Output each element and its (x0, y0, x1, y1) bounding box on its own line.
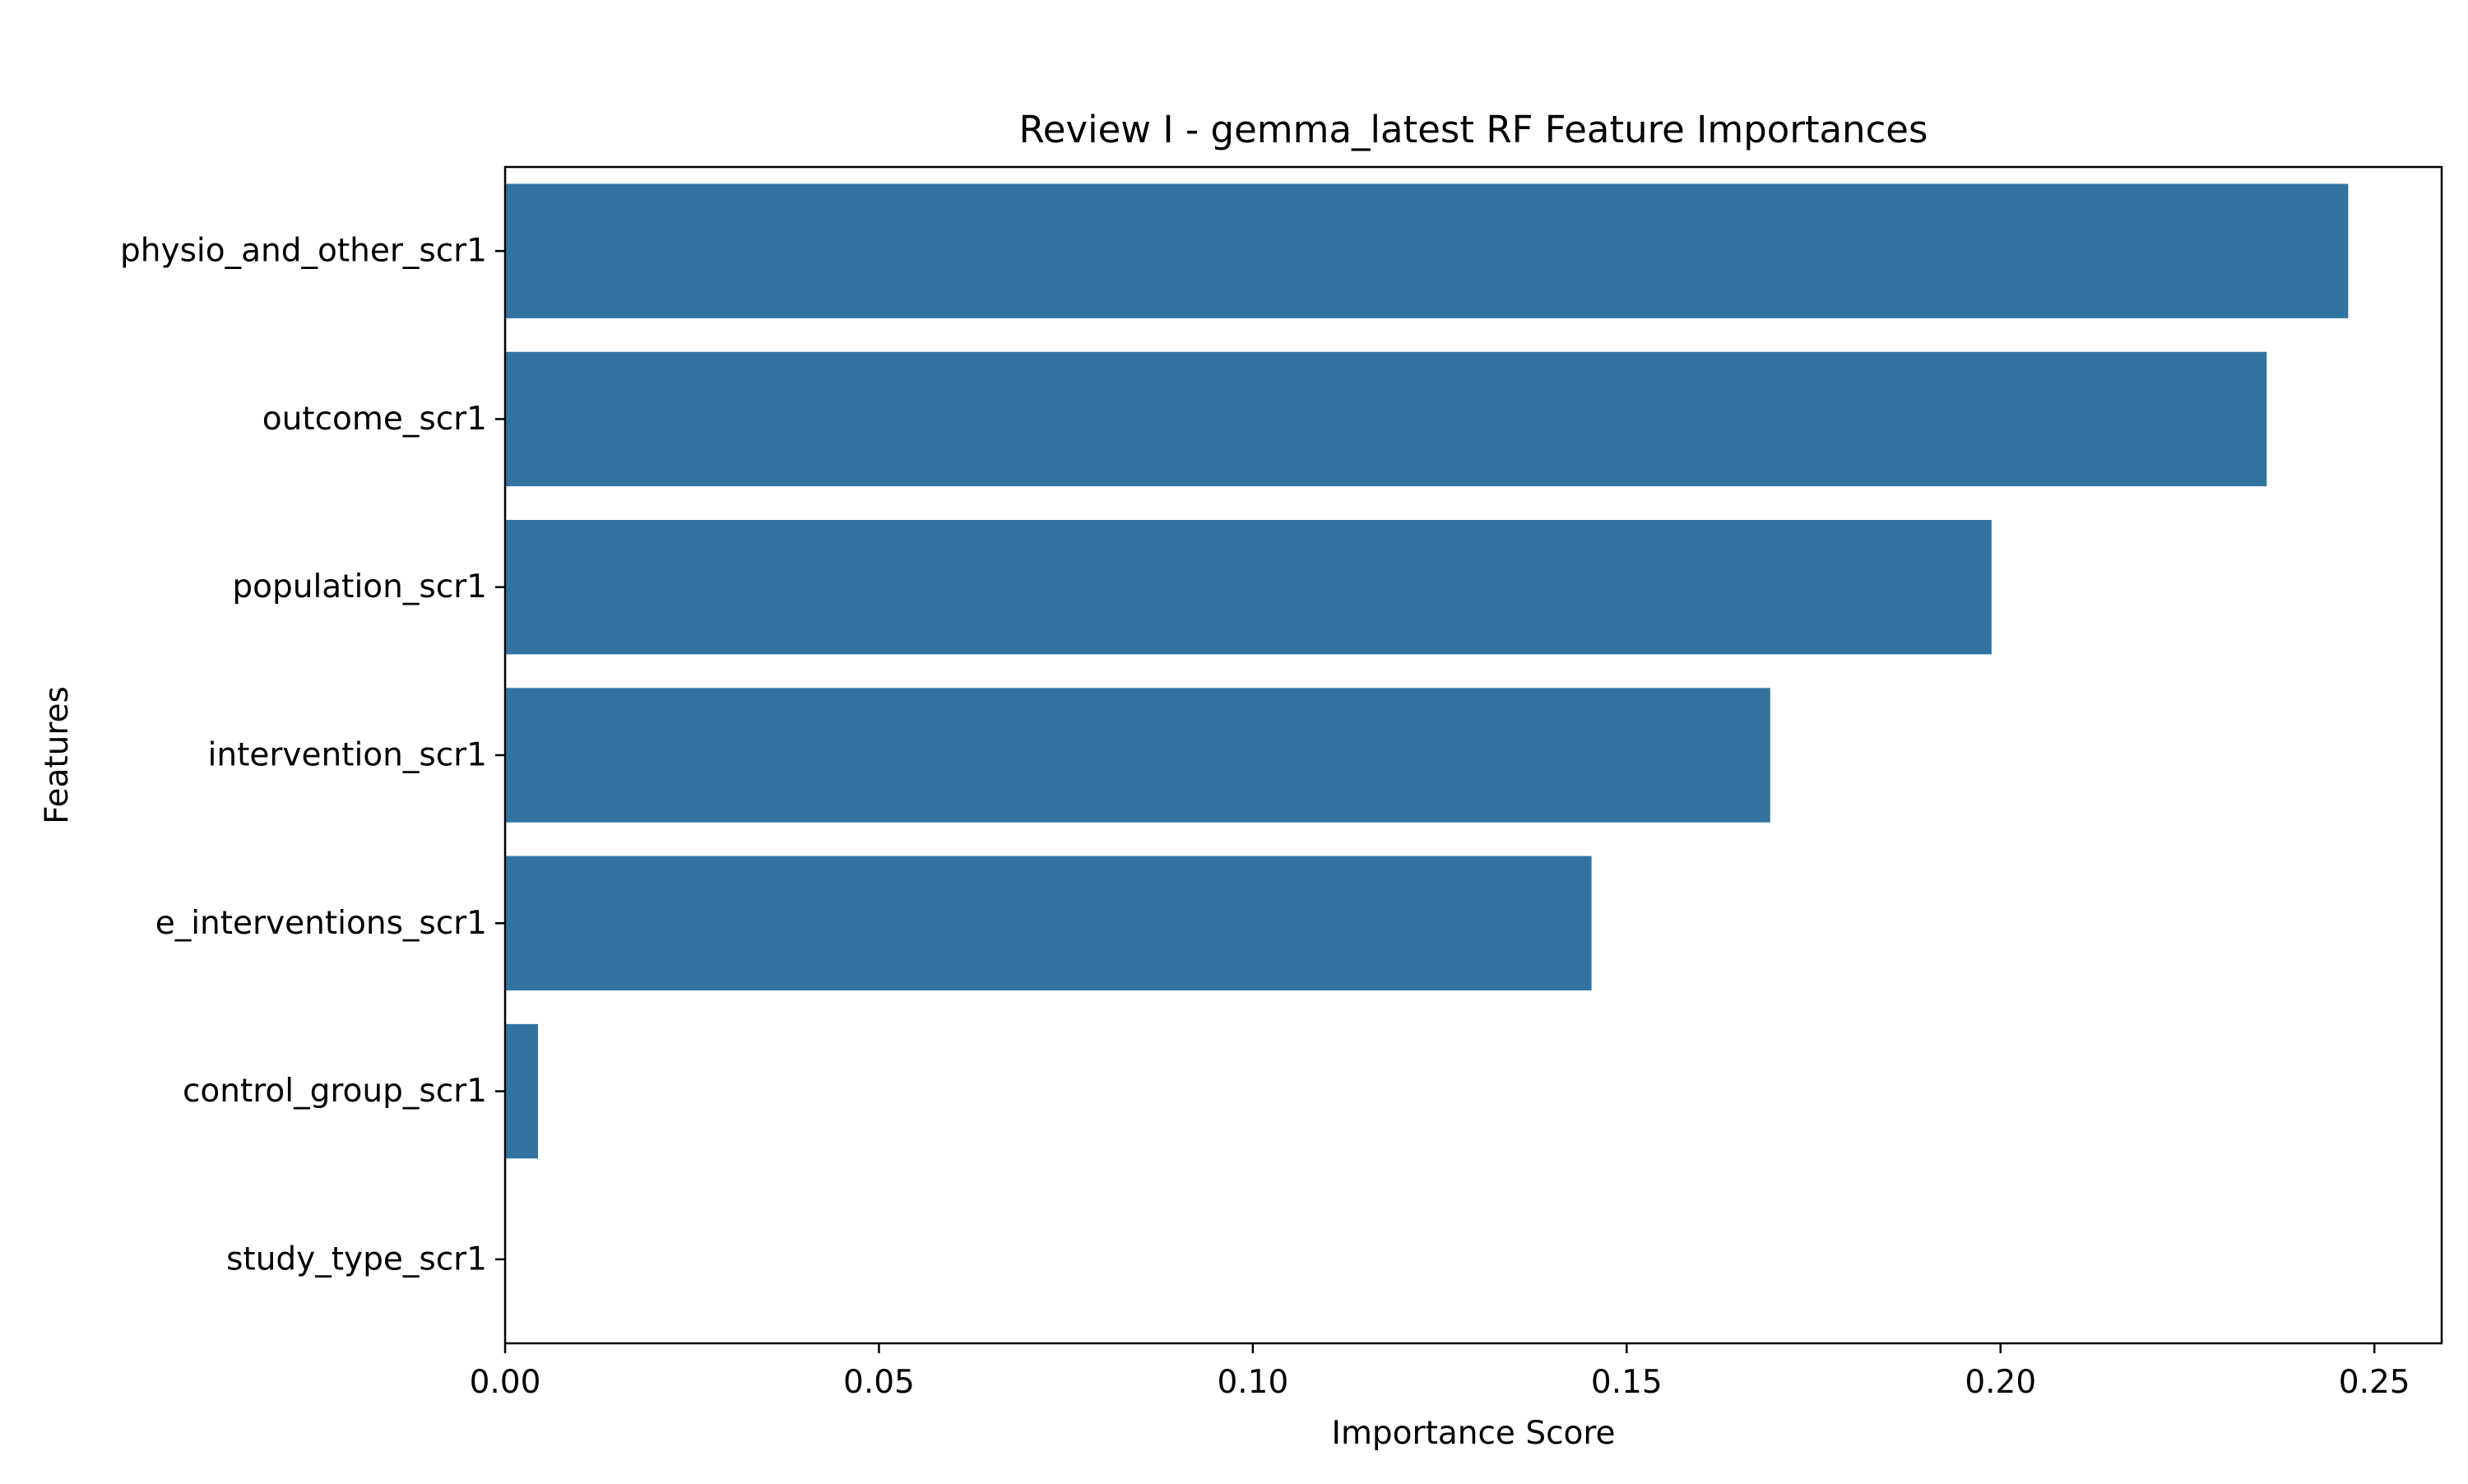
y-tick-label-intervention-scr1: intervention_scr1 (208, 737, 487, 774)
bar-control-group-scr1 (505, 1023, 538, 1159)
y-tick-label-study-type-scr1: study_type_scr1 (226, 1241, 487, 1278)
x-tick-label: 0.10 (1217, 1364, 1288, 1401)
x-axis-label: Importance Score (1331, 1415, 1615, 1452)
y-tick-label-physio-and-other-scr1: physio_and_other_scr1 (120, 233, 487, 270)
y-tick-label-e-interventions-scr1: e_interventions_scr1 (155, 905, 487, 942)
y-tick-label-control-group-scr1: control_group_scr1 (183, 1073, 487, 1110)
y-tick-label-outcome-scr1: outcome_scr1 (262, 401, 487, 438)
x-tick-label: 0.05 (843, 1364, 915, 1401)
chart-title: Review I - gemma_latest RF Feature Impor… (1019, 108, 1928, 151)
bar-physio-and-other-scr1 (505, 183, 2349, 318)
y-tick-label-population-scr1: population_scr1 (232, 568, 487, 605)
bars-group (505, 183, 2349, 1159)
y-axis-ticks: physio_and_other_scr1 outcome_scr1populat… (120, 233, 505, 1278)
x-axis-ticks: 0.00 0.05 0.10 0.15 0.20 0.25 (470, 1343, 2410, 1401)
bar-intervention-scr1 (505, 688, 1770, 823)
bar-e-interventions-scr1 (505, 856, 1592, 990)
plot-frame (503, 165, 2443, 1345)
y-axis-label: Features (39, 686, 76, 824)
bar-population-scr1 (505, 520, 1992, 655)
bar-outcome-scr1 (505, 351, 2267, 487)
x-tick-label: 0.00 (470, 1364, 541, 1401)
x-tick-label: 0.15 (1591, 1364, 1663, 1401)
x-tick-label: 0.20 (1965, 1364, 2036, 1401)
x-tick-label: 0.25 (2339, 1364, 2410, 1401)
